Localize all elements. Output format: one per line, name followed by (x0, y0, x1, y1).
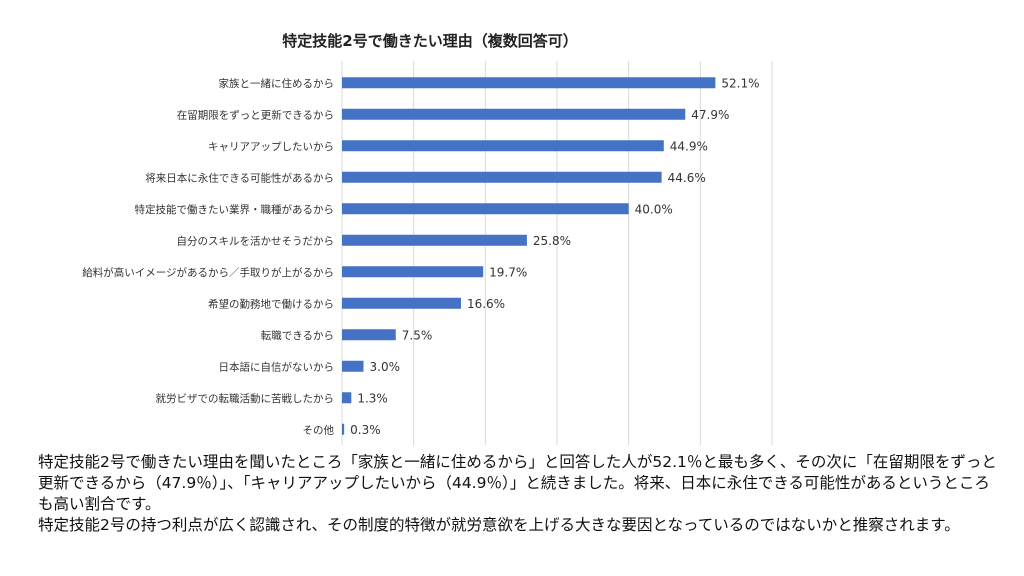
caption-paragraph-1: 特定技能2号で働きたい理由を聞いたところ「家族と一緒に住めるから」と回答した人が… (38, 453, 997, 513)
category-label: キャリアアップしたいから (208, 141, 334, 153)
category-label: 就労ビザでの転職活動に苦戦したから (156, 392, 335, 405)
bar-chart: 家族と一緒に住めるから在留期限をずっと更新できるからキャリアアップしたいから将来… (82, 61, 773, 445)
bar (342, 360, 364, 372)
category-label: 日本語に自信がないから (219, 360, 335, 373)
category-label: 特定技能で働きたい業界・職種があるから (135, 203, 335, 216)
category-label: 希望の勤務地で働けるから (208, 297, 334, 310)
bar (342, 329, 396, 341)
bar (342, 140, 664, 152)
bar (342, 77, 716, 89)
category-label: 将来日本に永住できる可能性があるから (145, 171, 334, 184)
bar (342, 297, 461, 309)
data-label: 19.7% (489, 265, 527, 279)
category-label: 在留期限をずっと更新できるから (177, 108, 334, 121)
data-label: 16.6% (467, 297, 505, 311)
bar (342, 266, 484, 278)
caption-paragraph-2: 特定技能2号の持つ利点が広く認識され、その制度的特徴が就労意欲を上げる大きな要因… (38, 516, 960, 534)
caption: 特定技能2号で働きたい理由を聞いたところ「家族と一緒に住めるから」と回答した人が… (38, 452, 998, 536)
category-label: 自分のスキルを活かせそうだから (177, 234, 335, 247)
data-label: 44.9% (670, 139, 708, 153)
data-label: 0.3% (350, 423, 381, 437)
category-label: その他 (303, 423, 335, 436)
bar (342, 392, 352, 404)
bar (342, 234, 527, 246)
data-label: 40.0% (635, 202, 673, 216)
data-label: 47.9% (691, 108, 729, 122)
category-label: 家族と一緒に住めるから (219, 77, 335, 90)
data-label: 25.8% (533, 234, 571, 248)
gridlines (341, 61, 773, 445)
category-label: 給料が高いイメージがあるから／手取りが上がるから (82, 266, 334, 279)
data-label: 52.1% (721, 76, 759, 90)
data-label: 44.6% (668, 171, 706, 185)
data-labels: 52.1% 47.9% 44.9% 44.6% 40.0% 25.8% 19.7% 16.6%… (350, 76, 759, 437)
bar (342, 171, 662, 183)
bar (342, 423, 345, 435)
chart-title: 特定技能2号で働きたい理由（複数回答可） (282, 32, 578, 50)
bars (342, 77, 716, 435)
bar (342, 203, 629, 215)
bar (342, 108, 686, 120)
category-labels: 家族と一緒に住めるから在留期限をずっと更新できるからキャリアアップしたいから将来… (82, 77, 334, 437)
data-label: 3.0% (370, 360, 401, 374)
category-label: 転職できるから (261, 330, 334, 342)
data-label: 7.5% (402, 328, 433, 342)
data-label: 1.3% (357, 391, 388, 405)
